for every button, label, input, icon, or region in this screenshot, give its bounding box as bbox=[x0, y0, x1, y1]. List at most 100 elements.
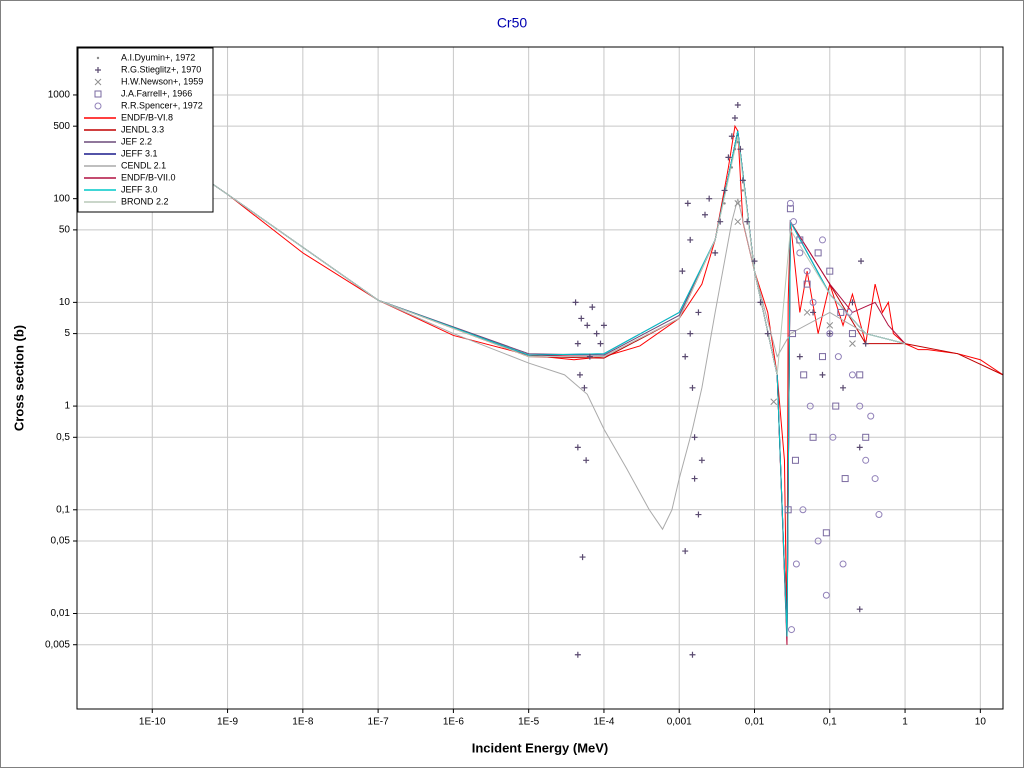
data-point bbox=[734, 102, 741, 109]
data-point bbox=[737, 146, 744, 153]
y-axis-label: Cross section (b) bbox=[11, 325, 26, 431]
chart-title: Cr50 bbox=[497, 15, 528, 31]
data-point bbox=[679, 268, 686, 275]
legend-swatch bbox=[94, 90, 102, 98]
data-point bbox=[840, 384, 847, 391]
data-point bbox=[826, 322, 834, 329]
legend-label: CENDL 2.1 bbox=[121, 160, 166, 170]
plot-area bbox=[77, 47, 1003, 709]
data-point bbox=[712, 249, 719, 256]
data-point bbox=[721, 187, 728, 194]
data-point bbox=[819, 371, 826, 378]
data-point bbox=[787, 626, 795, 634]
data-point bbox=[839, 560, 847, 568]
y-tick-label: 1000 bbox=[48, 90, 71, 101]
data-point bbox=[799, 506, 807, 514]
x-tick-label: 0,001 bbox=[667, 717, 692, 728]
series-line bbox=[77, 90, 1003, 645]
legend-label: JEF 2.2 bbox=[121, 136, 152, 146]
data-point bbox=[826, 330, 834, 338]
legend-label: H.W.Newson+, 1959 bbox=[121, 76, 203, 86]
data-point bbox=[579, 554, 586, 561]
data-point bbox=[822, 591, 830, 599]
legend-swatch bbox=[94, 78, 102, 86]
plot-border bbox=[76, 46, 1004, 710]
data-point bbox=[576, 371, 583, 378]
legend-label: JENDL 3.3 bbox=[121, 124, 164, 134]
data-point bbox=[734, 200, 742, 207]
data-point bbox=[730, 166, 734, 169]
legend-swatch bbox=[95, 67, 101, 73]
data-point bbox=[698, 457, 705, 464]
data-point bbox=[818, 236, 826, 244]
y-tick-label: 0,005 bbox=[45, 639, 70, 650]
y-tick-label: 100 bbox=[53, 193, 70, 204]
data-point bbox=[826, 330, 833, 337]
data-point bbox=[702, 211, 709, 218]
data-point bbox=[814, 537, 822, 545]
data-point bbox=[791, 456, 799, 464]
data-layer bbox=[77, 90, 1003, 658]
data-point bbox=[806, 402, 814, 410]
data-point bbox=[741, 189, 745, 192]
data-point bbox=[739, 177, 746, 184]
data-point bbox=[834, 353, 842, 361]
data-point bbox=[723, 202, 726, 205]
data-point bbox=[578, 315, 585, 322]
data-point bbox=[687, 330, 694, 337]
data-point bbox=[871, 475, 879, 483]
data-point bbox=[856, 606, 863, 613]
data-point bbox=[695, 511, 702, 518]
data-point bbox=[792, 560, 800, 568]
data-point bbox=[695, 309, 702, 316]
data-point bbox=[725, 154, 732, 161]
data-point bbox=[687, 236, 694, 243]
x-axis-label: Incident Energy (MeV) bbox=[472, 740, 609, 755]
data-point bbox=[803, 309, 811, 316]
data-point bbox=[849, 299, 856, 306]
x-tick-label: 1E-4 bbox=[593, 717, 615, 728]
data-point bbox=[786, 199, 794, 207]
data-point bbox=[757, 299, 764, 306]
data-point bbox=[581, 384, 588, 391]
data-point bbox=[796, 353, 803, 360]
y-tick-label: 0,01 bbox=[51, 608, 71, 619]
data-point bbox=[809, 433, 817, 441]
data-point bbox=[796, 249, 804, 257]
data-point bbox=[862, 433, 870, 441]
data-point bbox=[818, 353, 826, 361]
data-point bbox=[733, 147, 737, 151]
x-tick-label: 1E-6 bbox=[443, 717, 465, 728]
data-point bbox=[682, 548, 689, 555]
data-point bbox=[837, 308, 845, 316]
data-point bbox=[597, 340, 604, 347]
data-point bbox=[584, 322, 591, 329]
data-point bbox=[600, 322, 607, 329]
legend-label: J.A.Farrell+, 1966 bbox=[121, 88, 192, 98]
data-point bbox=[809, 298, 817, 306]
data-point bbox=[684, 200, 691, 207]
legend-label: JEFF 3.0 bbox=[121, 184, 158, 194]
data-point bbox=[574, 340, 581, 347]
x-tick-label: 0,1 bbox=[823, 717, 837, 728]
data-point bbox=[691, 434, 698, 441]
data-point bbox=[586, 353, 593, 360]
legend-swatch bbox=[94, 102, 102, 110]
data-point bbox=[796, 236, 804, 244]
series-line bbox=[77, 90, 906, 375]
data-point bbox=[814, 249, 822, 257]
y-tick-label: 5 bbox=[64, 328, 70, 339]
x-tick-label: 1E-8 bbox=[292, 717, 314, 728]
data-point bbox=[822, 529, 830, 537]
legend-label: A.I.Dyumin+, 1972 bbox=[121, 52, 195, 62]
data-point bbox=[810, 309, 817, 316]
legend-label: ENDF/B-VII.0 bbox=[121, 172, 176, 182]
y-tick-label: 0,1 bbox=[56, 504, 70, 515]
data-point bbox=[706, 195, 713, 202]
data-point bbox=[848, 371, 856, 379]
legend-label: ENDF/B-VI.8 bbox=[121, 112, 173, 122]
data-point bbox=[717, 218, 724, 225]
x-tick-label: 1E-5 bbox=[518, 717, 540, 728]
data-point bbox=[572, 299, 579, 306]
